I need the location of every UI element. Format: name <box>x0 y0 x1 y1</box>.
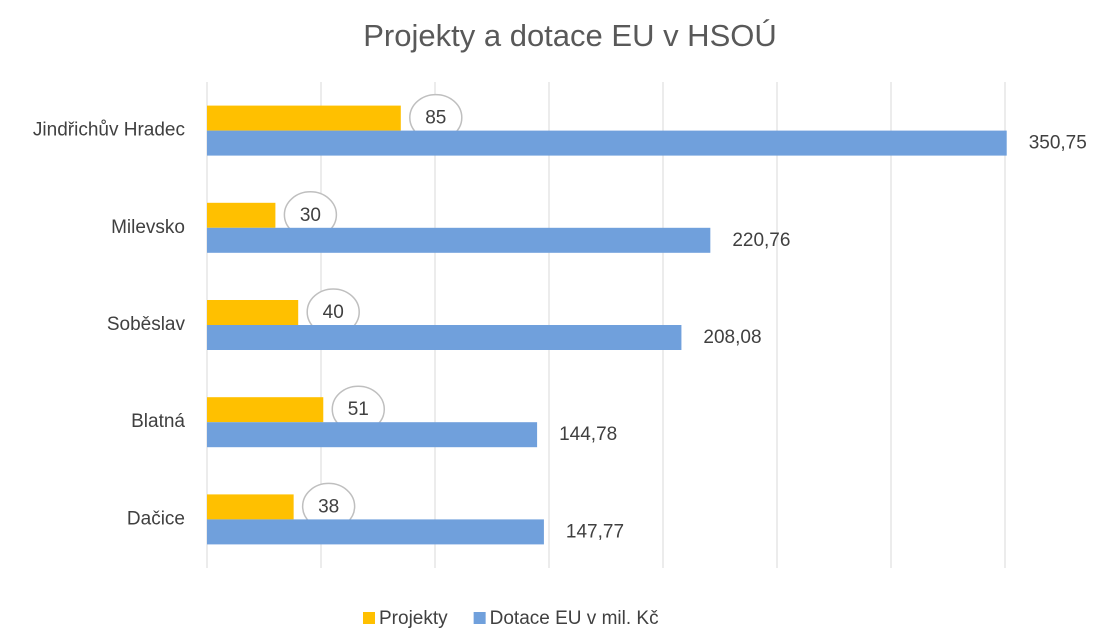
data-label: 147,77 <box>566 521 624 542</box>
y-tick-label: Soběslav <box>107 314 186 335</box>
bar <box>207 494 294 520</box>
legend-label: Projekty <box>379 608 448 629</box>
y-tick-label: Jindřichův Hradec <box>33 120 185 141</box>
legend-swatch <box>363 612 375 624</box>
bar <box>207 397 324 423</box>
data-label: 208,08 <box>703 327 761 348</box>
bar <box>207 519 544 545</box>
legend-label: Dotace EU v mil. Kč <box>490 608 659 629</box>
bar <box>207 300 299 325</box>
data-label: 85 <box>425 108 446 129</box>
bar <box>207 105 401 131</box>
data-label: 30 <box>300 205 321 226</box>
data-label: 40 <box>323 302 344 323</box>
y-tick-label: Milevsko <box>111 217 185 238</box>
y-tick-label: Blatná <box>131 411 185 432</box>
bar <box>207 202 276 228</box>
data-label: 51 <box>348 399 369 420</box>
legend-swatch <box>473 612 486 624</box>
data-label: 220,76 <box>732 230 790 251</box>
bar <box>207 422 538 448</box>
chart-title: Projekty a dotace EU v HSOÚ <box>363 18 777 53</box>
bar <box>207 130 1007 156</box>
bar <box>207 325 682 350</box>
data-label: 38 <box>318 496 339 517</box>
data-label: 144,78 <box>559 424 617 445</box>
bar <box>207 227 711 253</box>
y-tick-label: Dačice <box>127 508 185 529</box>
data-label: 350,75 <box>1029 133 1087 154</box>
